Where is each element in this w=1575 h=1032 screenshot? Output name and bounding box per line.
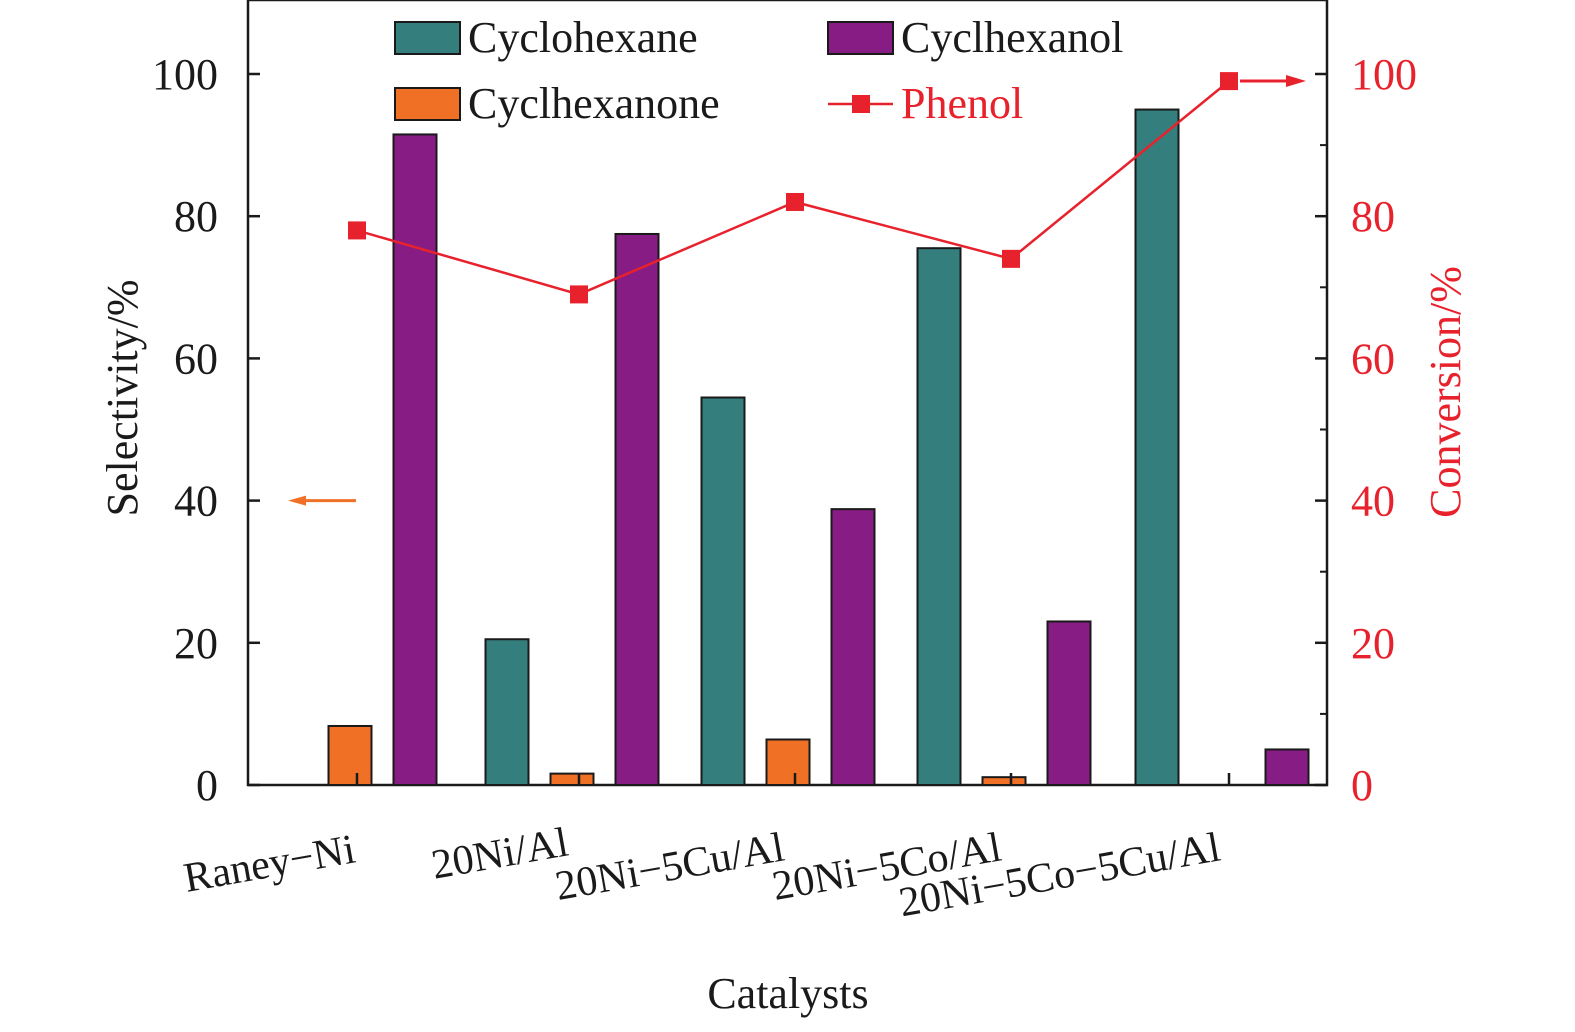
y-tick-label-0: 0 [196,761,218,810]
legend-swatch-marker-phenol [852,95,870,113]
y2-axis-title: Conversion/% [1421,266,1470,518]
bar-cyclohexane-4 [1134,108,1180,787]
y2-tick-label-100: 100 [1351,50,1417,99]
left-axis-arrowhead [288,495,306,506]
bar-cyclhexanol-4 [1264,748,1310,787]
legend-label-phenol: Phenol [901,79,1023,128]
x-axis-title: Catalysts [707,969,868,1018]
bar-cyclhexanone-0 [327,724,373,786]
phenol-point-4 [1220,72,1238,91]
bar-cyclohexane-3 [916,247,962,786]
x-tick-label-0: Raney−Ni [180,827,358,902]
bar-cyclhexanol-3 [1046,620,1092,786]
legend-label-cyclhexanol: Cyclhexanol [901,13,1123,62]
legend-swatch-cyclohexane [394,21,461,55]
bar-cyclhexanone-3 [981,776,1027,787]
bar-cyclhexanol-2 [830,508,876,786]
y-tick-label-100: 100 [152,50,218,99]
y-tick-label-80: 80 [174,192,218,241]
y2-tick-label-80: 80 [1351,192,1395,241]
legend-label-cyclhexanone: Cyclhexanone [468,79,720,128]
legend-swatch-cyclhexanol [827,21,894,55]
bars-group [327,108,1310,787]
legend-swatch-cyclhexanone [394,87,461,121]
y-tick-label-60: 60 [174,334,218,383]
axes-group: 0 0 20 20 40 40 60 60 80 80 100 100 Raney−Ni 20Ni/Al2… [152,50,1417,926]
bar-cyclhexanol-1 [614,232,660,787]
y-tick-label-20: 20 [174,619,218,668]
y2-tick-label-0: 0 [1351,761,1373,810]
y-tick-label-40: 40 [174,477,218,526]
phenol-point-0 [348,221,366,240]
y-axis-title: Selectivity/% [98,279,147,516]
bar-cyclohexane-1 [484,638,530,786]
y2-tick-label-60: 60 [1351,334,1395,383]
bar-cyclhexanone-2 [765,738,811,786]
bar-cyclhexanol-0 [392,133,438,786]
right-axis-arrowhead [1286,75,1306,87]
phenol-point-3 [1002,249,1020,268]
x-tick-label-1: 20Ni/Al [428,820,572,889]
legend-label-cyclohexane: Cyclohexane [468,13,698,62]
x-tick-label-2: 20Ni−5Cu/Al [552,825,788,910]
bar-cyclhexanone-1 [549,772,595,787]
phenol-point-1 [570,285,588,304]
phenol-line-group [348,72,1238,304]
y2-tick-label-20: 20 [1351,619,1395,668]
axis-indicators [288,75,1306,506]
legend: Cyclohexane Cyclhexanol Cyclhexanone Phenol [394,13,1123,128]
y2-tick-label-40: 40 [1351,477,1395,526]
phenol-point-2 [786,192,804,211]
bar-cyclohexane-2 [700,396,746,786]
